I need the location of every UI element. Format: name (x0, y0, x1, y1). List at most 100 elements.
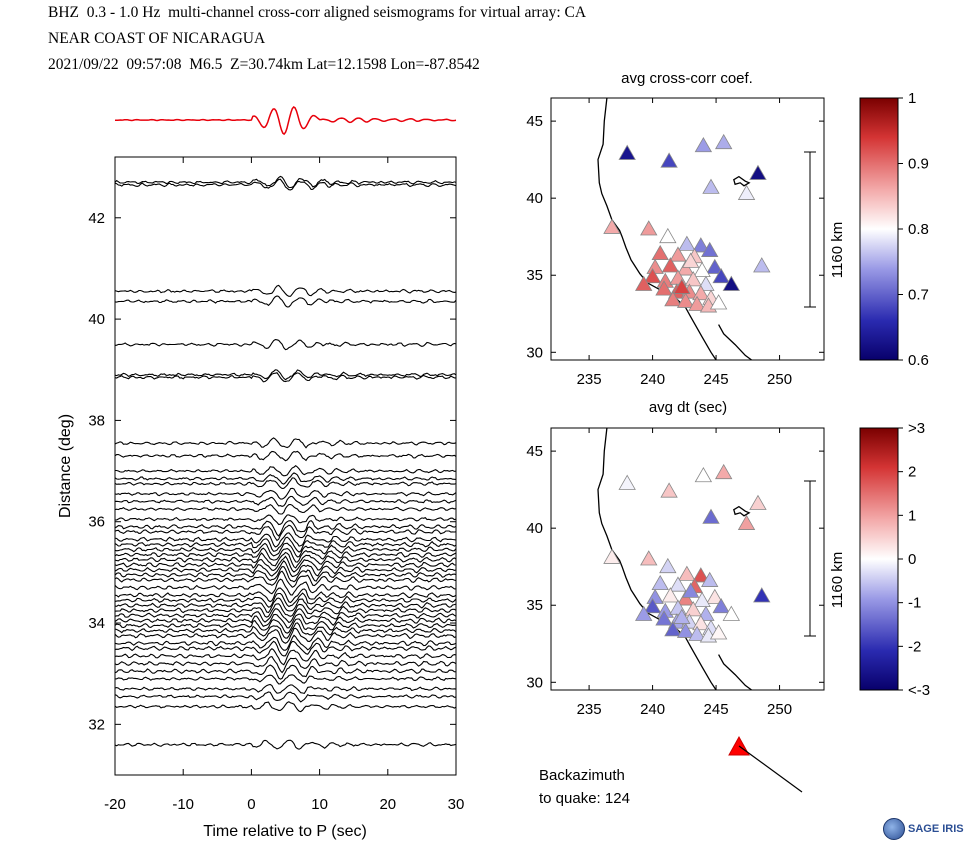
station-marker (709, 624, 728, 640)
map-y-tick-label: 45 (526, 113, 543, 130)
map-y-tick-label: 40 (526, 520, 543, 537)
seismogram-trace (114, 664, 457, 680)
seismogram-trace (114, 495, 457, 507)
station-marker (692, 567, 710, 583)
seismogram-trace (114, 701, 457, 713)
seismogram-trace (114, 739, 457, 750)
seismogram-trace (114, 178, 457, 191)
seismogram-trace (114, 503, 457, 515)
station-marker (693, 591, 711, 608)
backazimuth-indicator: Backazimuth to quake: 124 (539, 735, 803, 807)
logo-text: SAGE IRIS (908, 823, 964, 835)
y-tick-label: 32 (88, 716, 105, 733)
seismogram-trace (114, 618, 457, 634)
station-marker (706, 258, 724, 274)
colorbar-tick-label: >3 (908, 420, 925, 437)
station-marker (712, 597, 730, 614)
map1-coastline (597, 97, 752, 361)
backazimuth-label: Backazimuth (539, 767, 625, 784)
seismogram-trace (114, 555, 457, 573)
colorbar-tick-label: 0.7 (908, 287, 929, 304)
map-x-tick-label: 235 (577, 701, 602, 718)
seismogram-trace (114, 450, 457, 462)
map1-axes-frame (550, 97, 825, 361)
station-marker (706, 588, 724, 604)
coastline (597, 97, 717, 361)
seismogram-trace (114, 339, 457, 351)
seismogram-trace (114, 655, 457, 674)
x-tick-label: -20 (104, 796, 126, 813)
station-marker (660, 482, 678, 498)
seismogram-trace (114, 683, 457, 695)
station-marker (660, 152, 678, 168)
station-marker (618, 144, 636, 160)
station-marker (722, 275, 740, 291)
colorbar-1 (859, 97, 899, 361)
seismogram-axes-frame (114, 156, 457, 776)
map2-stations (603, 463, 771, 643)
station-marker (673, 608, 691, 624)
station-marker (712, 267, 730, 284)
colorbar-tick-label: -2 (908, 638, 921, 655)
station-marker (701, 571, 719, 587)
station-marker (643, 267, 662, 284)
station-marker (676, 292, 695, 308)
station-marker (603, 218, 621, 234)
map1-stations (603, 133, 771, 313)
seismogram-trace (114, 597, 457, 614)
map-x-tick-label: 250 (767, 701, 792, 718)
coastline (733, 175, 751, 187)
map1-x-axis-label: avg dt (sec) (649, 399, 727, 416)
station-marker (676, 260, 695, 276)
map-x-tick-label: 235 (577, 371, 602, 388)
seismogram-trace (114, 519, 457, 537)
y-tick-label: 38 (88, 412, 105, 429)
cross-corr-map-title: avg cross-corr coef. (621, 70, 753, 87)
station-marker (684, 601, 702, 617)
station-marker (714, 463, 733, 480)
station-marker (722, 605, 740, 621)
station-marker (688, 295, 706, 311)
colorbar-tick-label: 2 (908, 464, 916, 481)
station-marker (693, 261, 711, 278)
coastline (597, 427, 717, 691)
colorbar-tick-label: 1 (908, 507, 916, 524)
seismogram-trace (114, 608, 457, 624)
station-marker (688, 625, 706, 641)
y-tick-label: 40 (88, 311, 105, 328)
station-marker (618, 474, 636, 490)
station-marker (655, 280, 673, 296)
seismogram-trace (114, 175, 457, 189)
x-tick-label: 0 (247, 796, 255, 813)
station-marker (684, 271, 702, 287)
coastline (718, 324, 752, 361)
coastline (733, 505, 751, 517)
seismogram-trace (114, 613, 457, 629)
station-marker (651, 574, 669, 591)
map1-scale-bar-label: 1160 km (829, 222, 846, 278)
seismogram-y-axis-label: Distance (deg) (57, 414, 74, 518)
station-marker (640, 550, 658, 566)
map-y-tick-label: 30 (526, 344, 543, 361)
station-marker (753, 587, 771, 603)
station-marker (635, 605, 653, 621)
station-marker (669, 246, 687, 262)
station-marker (749, 494, 767, 510)
colorbar-tick-label: 0.6 (908, 352, 929, 369)
map-x-tick-label: 240 (640, 701, 665, 718)
backazimuth-arrow (738, 745, 803, 793)
seismogram-trace (114, 295, 457, 308)
y-tick-label: 42 (88, 210, 105, 227)
map-x-tick-label: 250 (767, 371, 792, 388)
seismogram-trace (114, 284, 457, 297)
seismogram-trace (114, 674, 457, 685)
colorbar-tick-label: 1 (908, 90, 916, 107)
station-marker (669, 576, 687, 592)
map-y-tick-label: 30 (526, 674, 543, 691)
station-marker (664, 291, 682, 307)
colorbar-tick-label: 0 (908, 551, 916, 568)
map2-ticks: 235 240 245 250 30 35 40 45 (526, 428, 824, 718)
seismogram-panel: -20 -10 0 10 20 30 32 34 36 38 40 42 Time relative… (57, 106, 464, 840)
title-line-3: 2021/09/22 09:57:08 M6.5 Z=30.74km Lat=1… (48, 56, 480, 73)
station-marker (635, 275, 653, 291)
